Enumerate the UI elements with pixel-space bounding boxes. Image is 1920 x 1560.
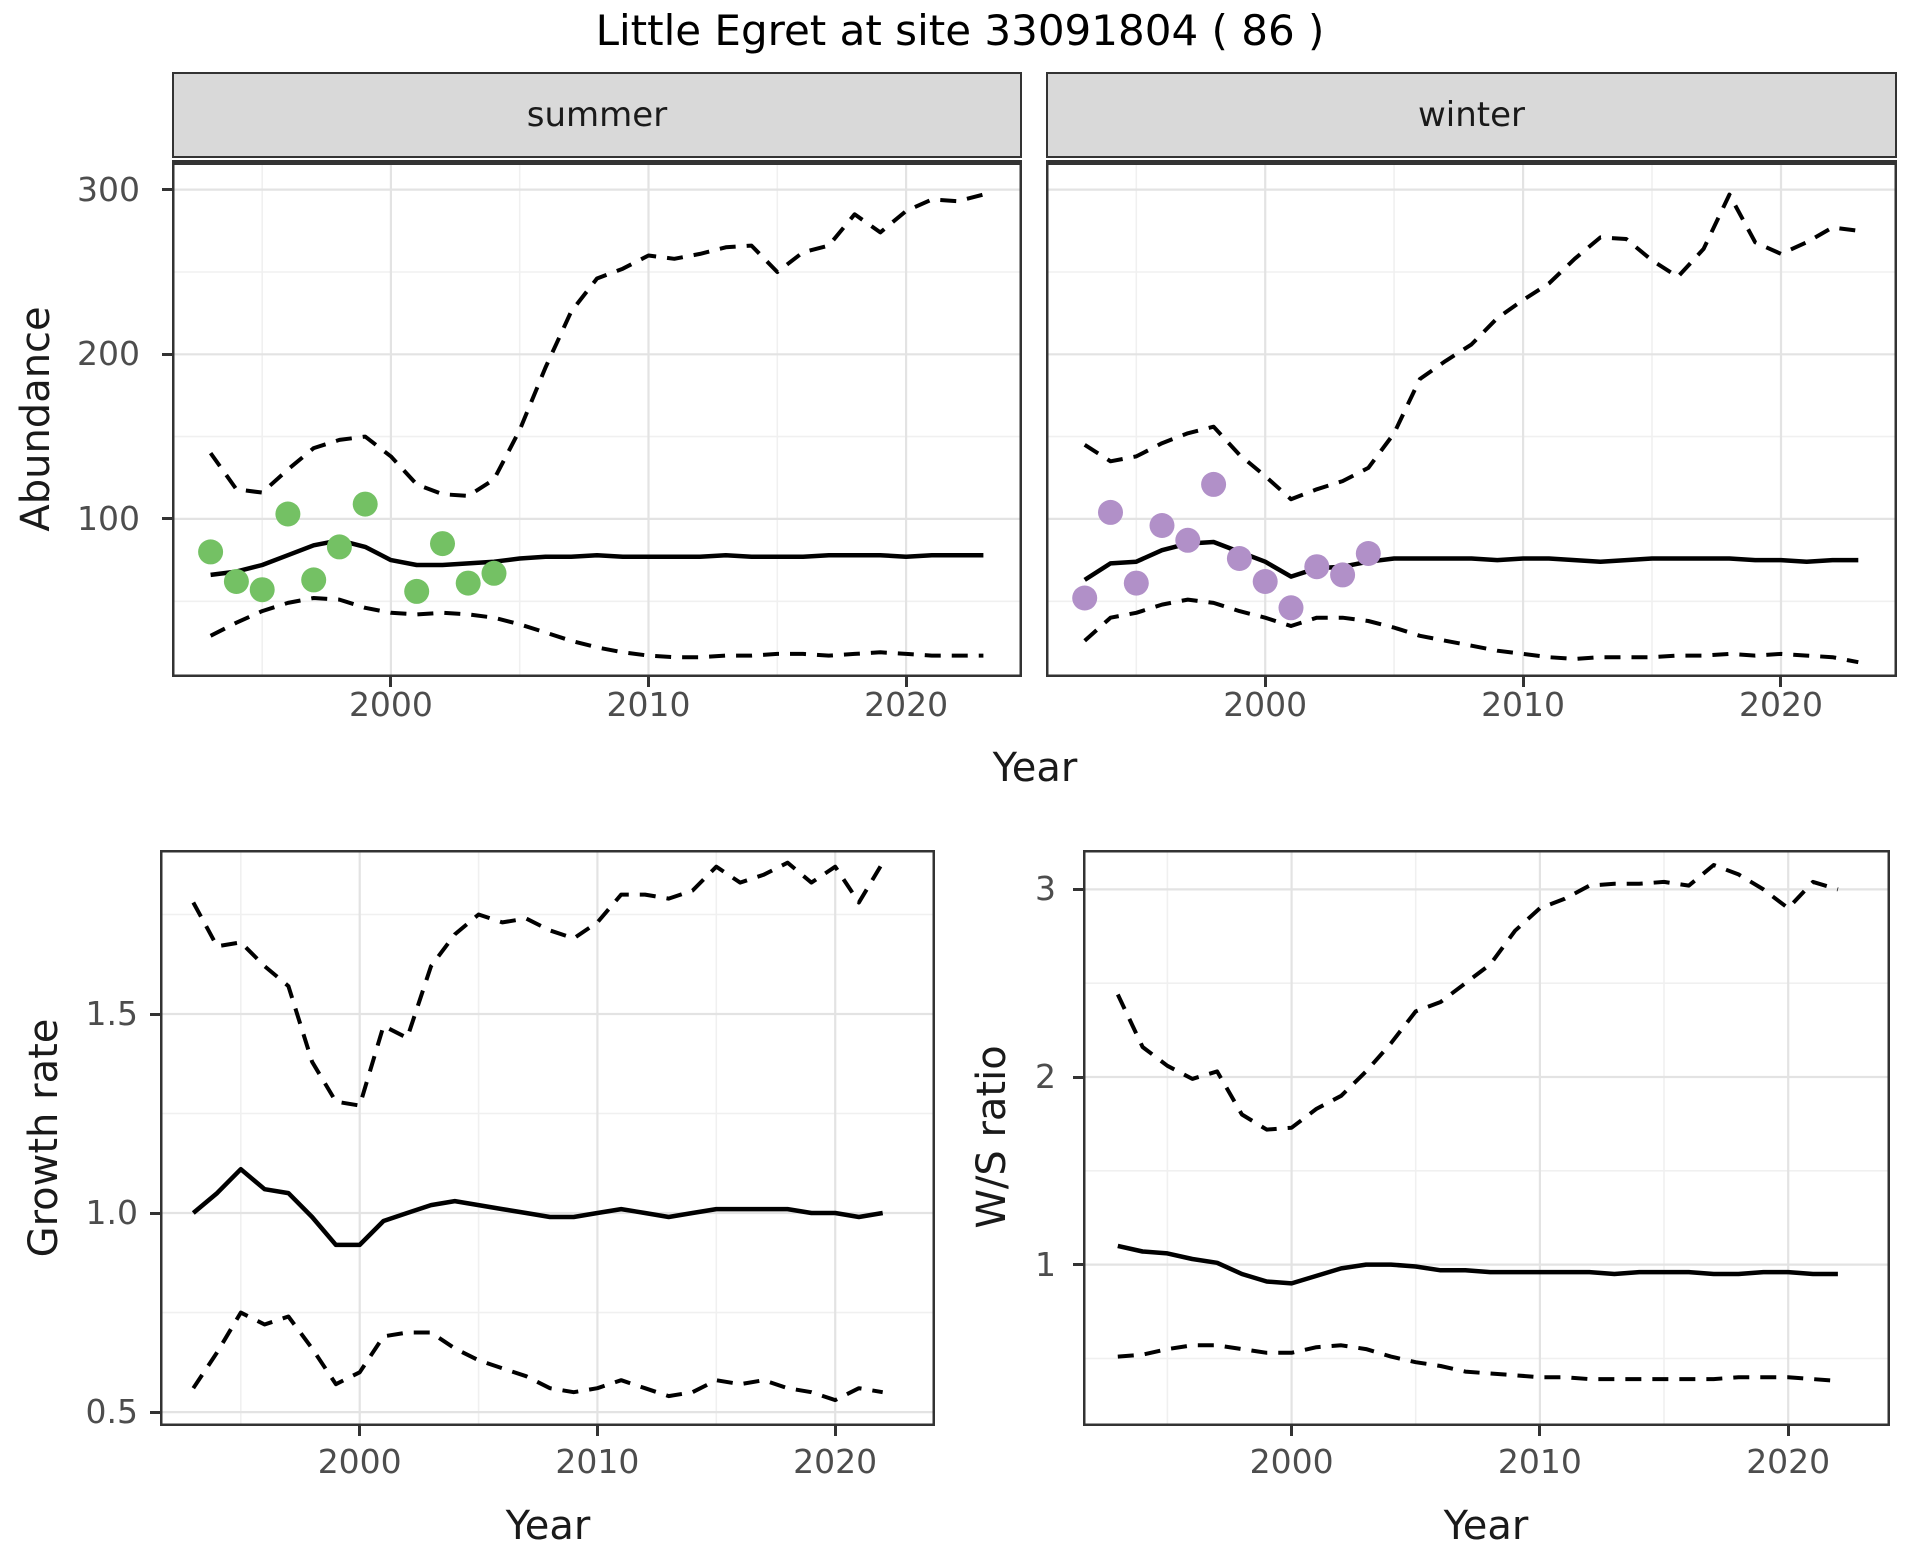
abundance-winter-chart: [1046, 160, 1897, 677]
abundance-summer-observed-point: [352, 491, 378, 517]
x-axis-title-year-ws: Year: [1443, 1503, 1529, 1549]
y-axis-tick: [1073, 1075, 1083, 1079]
y-axis-tick: [1073, 1263, 1083, 1267]
x-axis-tick: [358, 1426, 362, 1436]
y-axis-tick: [162, 188, 172, 192]
abundance-winter-observed-point: [1098, 499, 1123, 525]
abundance-summer-chart: [172, 160, 1022, 677]
x-axis-title-year-top: Year: [992, 745, 1078, 791]
abundance-summer-observed-point: [198, 539, 224, 565]
x-axis-tick-label: 2000: [1223, 685, 1308, 724]
facet-strip-summer: summer: [172, 72, 1022, 158]
abundance-winter-observed-point: [1123, 570, 1149, 596]
y-axis-tick-label: 200: [77, 334, 140, 374]
abundance-winter-observed-point: [1355, 541, 1381, 566]
abundance-summer-observed-point: [326, 534, 352, 560]
x-axis-tick-label: 2020: [864, 685, 949, 724]
abundance-summer-observed-point: [275, 501, 301, 527]
facet-strip-winter-label: winter: [1417, 95, 1526, 135]
x-axis-tick: [1290, 1426, 1294, 1436]
panel-growth-rate: [160, 850, 935, 1426]
panel-abundance-winter: [1046, 160, 1897, 677]
facet-strip-winter: winter: [1046, 72, 1897, 158]
x-axis-tick: [1779, 677, 1783, 687]
abundance-summer-observed-point: [223, 569, 249, 594]
y-axis-tick-label: 100: [77, 498, 140, 538]
panel-border: [1083, 850, 1890, 1426]
y-axis-tick-label: 2: [1035, 1057, 1056, 1097]
growth-rate-mean-line: [191, 1166, 884, 1248]
x-axis-tick-label: 2010: [1481, 685, 1566, 724]
plot-title: Little Egret at site 33091804 ( 86 ): [595, 6, 1325, 55]
y-axis-tick-label: 1.0: [85, 1193, 138, 1233]
panel-abundance-summer: [172, 160, 1022, 677]
y-axis-tick: [150, 1211, 160, 1215]
abundance-summer-observed-point: [481, 560, 507, 586]
x-axis-tick: [833, 1426, 837, 1436]
y-axis-tick-label: 300: [77, 169, 140, 209]
x-axis-tick-label: 2010: [606, 685, 691, 724]
x-axis-tick-label: 2020: [1738, 685, 1823, 724]
abundance-summer-lower_ci-line: [209, 596, 984, 660]
panel-border: [1046, 160, 1897, 677]
ws-ratio-mean-line: [1117, 1243, 1838, 1286]
y-axis-tick: [150, 1410, 160, 1414]
y-axis-tick-label: 1.5: [85, 994, 138, 1033]
growth-rate-lower_ci-line: [191, 1310, 884, 1403]
x-axis-tick-label: 2020: [1746, 1442, 1831, 1481]
x-axis-tick: [389, 677, 393, 687]
x-axis-tick-label: 2020: [793, 1442, 878, 1481]
ws-ratio-chart: [1083, 850, 1890, 1426]
panel-border: [172, 160, 1022, 677]
x-axis-tick-label: 2000: [348, 685, 433, 724]
abundance-winter-upper_ci-line: [1083, 192, 1859, 502]
abundance-winter-observed-point: [1072, 585, 1098, 611]
x-axis-tick-label: 2010: [555, 1442, 640, 1481]
abundance-winter-mean-line: [1083, 539, 1859, 582]
abundance-summer-mean-line: [210, 538, 984, 578]
abundance-winter-observed-point: [1175, 527, 1201, 553]
panel-border: [160, 850, 935, 1426]
abundance-winter-lower_ci-line: [1083, 597, 1859, 665]
ws-ratio-upper_ci-line: [1115, 863, 1839, 1132]
abundance-summer-observed-point: [249, 577, 275, 603]
panel-ws-ratio: [1083, 850, 1890, 1426]
y-axis-tick-label: 1: [1035, 1244, 1056, 1284]
y-axis-tick-label: 0.5: [85, 1392, 138, 1432]
abundance-summer-upper_ci-line: [208, 192, 984, 498]
y-axis-tick: [150, 1012, 160, 1016]
facet-strip-summer-label: summer: [526, 95, 668, 135]
growth-rate-chart: [160, 850, 935, 1426]
x-axis-title-year-growth: Year: [505, 1503, 591, 1549]
x-axis-tick: [647, 677, 650, 687]
y-axis-tick: [1073, 887, 1083, 891]
abundance-winter-observed-point: [1226, 546, 1252, 571]
x-axis-tick: [904, 677, 908, 687]
x-axis-tick: [595, 1426, 599, 1436]
x-axis-tick: [1538, 1426, 1542, 1436]
abundance-winter-observed-point: [1304, 554, 1330, 580]
x-axis-tick-label: 2000: [1249, 1442, 1334, 1481]
abundance-winter-observed-point: [1252, 569, 1278, 594]
y-axis-tick: [162, 352, 172, 356]
abundance-winter-observed-point: [1201, 471, 1227, 497]
abundance-summer-observed-point: [430, 531, 455, 557]
x-axis-tick: [1263, 677, 1267, 687]
x-axis-tick: [1521, 677, 1525, 687]
x-axis-tick-label: 2000: [317, 1442, 402, 1481]
y-axis-tick-label: 3: [1035, 869, 1056, 909]
abundance-summer-observed-point: [455, 570, 481, 596]
y-axis-tick: [162, 517, 172, 521]
abundance-summer-observed-point: [404, 578, 430, 604]
abundance-winter-observed-point: [1278, 595, 1304, 621]
abundance-summer-observed-point: [301, 567, 327, 593]
x-axis-tick: [1786, 1426, 1790, 1436]
abundance-winter-observed-point: [1330, 562, 1356, 588]
x-axis-tick-label: 2010: [1497, 1442, 1582, 1481]
abundance-winter-observed-point: [1149, 513, 1175, 538]
ws-ratio-lower_ci-line: [1117, 1343, 1839, 1383]
growth-rate-upper_ci-line: [191, 860, 885, 1108]
